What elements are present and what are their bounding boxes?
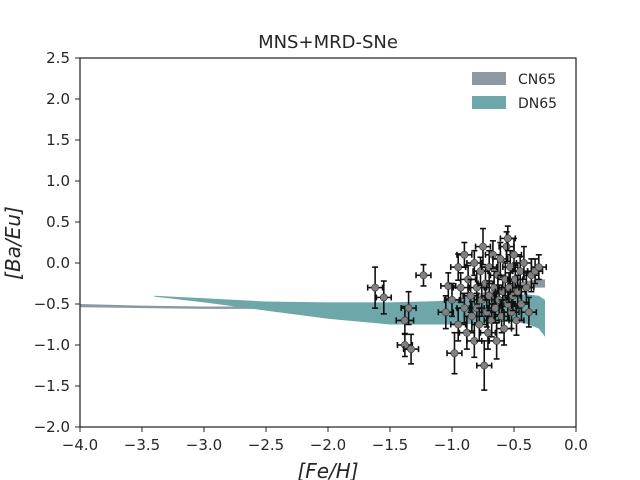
point-marker [448,295,456,304]
x-tick-label: −3.5 [124,436,160,454]
data-point [456,241,473,268]
data-point [366,266,384,309]
point-marker [462,328,471,337]
point-marker [456,283,465,292]
point-marker [419,271,428,280]
chart-title: MNS+MRD-SNe [258,32,398,53]
y-tick-label: 2.0 [46,90,70,108]
data-point [492,241,509,277]
data-point [462,278,479,314]
point-marker [470,259,479,267]
y-tick-label: −1.5 [34,377,70,395]
point-marker [505,283,513,292]
y-tick-label: −0.5 [34,295,70,313]
point-marker [516,267,525,276]
point-marker [404,304,413,312]
legend-swatch [472,96,506,109]
data-points [366,225,548,391]
data-point [475,340,493,391]
y-tick-label: 2.5 [46,49,70,67]
point-marker [460,304,469,312]
point-marker [371,283,380,292]
legend: CN65 DN65 [472,72,557,112]
data-point [474,227,492,266]
point-marker [517,300,526,308]
point-marker [466,291,475,300]
x-tick-label: −3.0 [186,436,222,454]
data-point [530,254,548,281]
data-point [375,280,393,315]
point-marker [503,234,512,243]
data-point [479,315,497,350]
data-point [505,237,523,273]
point-marker [502,242,511,251]
y-axis: −2.0 −1.5 −1.0 −0.5 0.0 0.5 1.0 1.5 2.0 2.5 [34,49,80,436]
point-marker [485,263,494,271]
band-layer [80,279,545,337]
point-marker [441,308,450,317]
band-cn65 [80,279,545,309]
point-marker [400,341,409,349]
x-tick-label: −1.5 [372,436,408,454]
point-marker [524,308,533,317]
point-marker [475,320,484,329]
point-marker [379,293,388,302]
y-tick-label: 1.0 [46,172,70,190]
data-point [520,296,538,328]
data-point [446,331,463,375]
point-marker [534,263,543,271]
point-marker [460,250,469,259]
x-tick-label: −2.5 [248,436,284,454]
x-axis-label: [Fe/H] [297,459,358,480]
point-marker [467,312,476,321]
point-marker [522,283,531,292]
point-marker [480,361,489,370]
data-point [402,333,420,365]
point-marker [507,308,516,317]
x-tick-label: 0.0 [564,436,588,454]
x-tick-label: −0.5 [496,436,532,454]
point-marker [492,336,501,345]
point-marker [510,250,518,259]
x-tick-label: −2.0 [310,436,346,454]
point-marker [400,316,409,325]
point-marker [454,320,463,329]
point-marker [454,263,463,271]
point-marker [476,267,485,276]
y-axis-label: [Ba/Eu] [1,206,25,280]
data-point [400,290,417,326]
point-marker [479,242,487,251]
point-marker [450,349,459,358]
point-marker [513,287,522,296]
legend-swatch [472,72,506,85]
y-tick-label: 0.5 [46,213,70,231]
point-marker [500,324,508,333]
x-axis: −4.0 −3.5 −3.0 −2.5 −2.0 −1.5 −1.0 −0.5 0.0 [62,427,588,454]
point-marker [491,304,500,312]
point-marker [520,259,528,267]
point-marker [407,345,415,353]
data-point [449,307,467,342]
point-marker [484,328,492,337]
y-tick-label: 1.5 [46,131,70,149]
x-tick-label: −4.0 [62,436,98,454]
y-tick-label: −2.0 [34,418,70,436]
x-tick-label: −1.0 [434,436,470,454]
point-marker [503,300,512,308]
legend-label: DN65 [518,96,557,112]
data-point [480,249,498,285]
band-dn65 [154,294,545,337]
legend-label: CN65 [518,72,556,88]
data-point [415,263,432,287]
legend-item-dn65: DN65 [472,96,557,112]
data-point [437,294,455,330]
point-marker [496,254,505,263]
data-point [483,303,500,338]
y-tick-label: −1.0 [34,336,70,354]
y-tick-label: 0.0 [46,254,70,272]
data-point [443,282,461,318]
legend-item-cn65: CN65 [472,72,556,88]
